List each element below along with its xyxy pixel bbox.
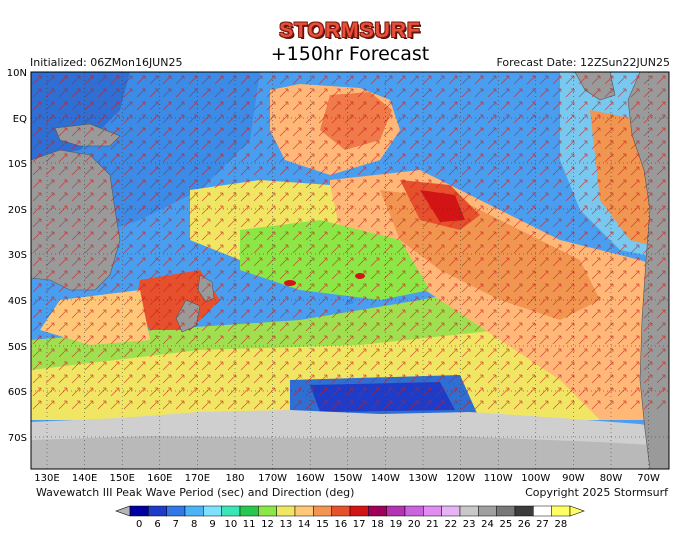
colorbar-label: 13	[279, 519, 292, 530]
colorbar-label: 8	[191, 519, 197, 530]
colorbar-label: 16	[334, 519, 347, 530]
lon-label: 150E	[109, 473, 134, 484]
colorbar-cell	[313, 505, 332, 517]
lon-label: 160E	[147, 473, 172, 484]
lat-label: 50S	[8, 342, 27, 353]
lon-label: 170E	[185, 473, 210, 484]
colorbar-cell	[496, 505, 516, 517]
lon-label: 130E	[34, 473, 59, 484]
colorbar-cell	[551, 505, 571, 517]
lon-label: 70W	[637, 473, 660, 484]
colorbar-label: 21	[426, 519, 439, 530]
colorbar-label: 17	[353, 519, 366, 530]
colorbar-cell	[239, 505, 259, 517]
lon-label: 140E	[72, 473, 97, 484]
colorbar-label: 27	[536, 519, 549, 530]
lon-label: 130W	[409, 473, 438, 484]
lon-label: 80W	[600, 473, 623, 484]
colorbar-label: 10	[224, 519, 237, 530]
lon-label: 140W	[371, 473, 400, 484]
colorbar-label: 12	[261, 519, 274, 530]
colorbar-cell	[441, 505, 461, 517]
colorbar-cell	[276, 505, 296, 517]
colorbar-cell	[129, 505, 149, 517]
colorbar-label: 18	[371, 519, 384, 530]
colorbar-cell	[258, 505, 277, 517]
colorbar-label: 9	[209, 519, 215, 530]
colorbar-cell	[203, 505, 222, 517]
lat-label: EQ	[13, 114, 27, 125]
colorbar-cell	[294, 505, 314, 517]
colorbar-label: 19	[389, 519, 402, 530]
map-description: Wavewatch III Peak Wave Period (sec) and…	[36, 486, 355, 499]
colorbar-label: 25	[499, 519, 512, 530]
colorbar-label: 6	[154, 519, 160, 530]
new-guinea	[54, 123, 121, 147]
colorbar-cell	[331, 505, 351, 517]
lat-label: 70S	[8, 433, 27, 444]
initialized-label: Initialized: 06ZMon16JUN25	[30, 56, 183, 69]
map-frame	[30, 71, 670, 470]
colorbar-cell	[368, 505, 387, 517]
lon-label: 100W	[521, 473, 550, 484]
colorbar-cell	[423, 505, 442, 517]
colorbar-cell	[533, 505, 552, 517]
lon-label: 150W	[333, 473, 362, 484]
forecast-title: +150hr Forecast	[270, 43, 430, 65]
colorbar-cell	[478, 505, 497, 517]
colorbar-label: 28	[554, 519, 567, 530]
colorbar-cell	[404, 505, 424, 517]
colorbar-cell	[514, 505, 534, 517]
lon-label: 120W	[446, 473, 475, 484]
colorbar-cell	[459, 505, 479, 517]
colorbar-cell	[386, 505, 406, 517]
lon-label: 160W	[296, 473, 325, 484]
lon-label: 110W	[484, 473, 513, 484]
lon-label: 170W	[258, 473, 287, 484]
forecast-date-label: Forecast Date: 12ZSun22JUN25	[496, 56, 670, 69]
lon-label: 90W	[562, 473, 585, 484]
colorbar-label: 23	[463, 519, 476, 530]
colorbar-label: 7	[173, 519, 179, 530]
colorbar-label: 14	[298, 519, 311, 530]
lat-label: 20S	[8, 205, 27, 216]
colorbar-cell	[184, 505, 204, 517]
colorbar-cell	[166, 505, 186, 517]
lat-label: 60S	[8, 387, 27, 398]
lon-label: 180	[225, 473, 244, 484]
colorbar-label: 11	[243, 519, 256, 530]
lat-label: 30S	[8, 250, 27, 261]
copyright: Copyright 2025 Stormsurf	[525, 486, 668, 499]
colorbar-label: 15	[316, 519, 329, 530]
colorbar-cell	[221, 505, 241, 517]
logo: STORMSURF	[279, 19, 421, 42]
colorbar-label: 0	[136, 519, 142, 530]
new-zealand-south	[175, 299, 201, 333]
colorbar-label: 26	[518, 519, 531, 530]
lat-label: 10S	[8, 159, 27, 170]
australia	[31, 149, 121, 291]
colorbar-label: 22	[444, 519, 457, 530]
colorbar-label: 20	[408, 519, 421, 530]
colorbar-label: 24	[481, 519, 494, 530]
colorbar-cell	[349, 505, 369, 517]
lat-label: 40S	[8, 296, 27, 307]
lat-label: 10N	[7, 68, 27, 79]
colorbar-cell	[148, 505, 167, 517]
